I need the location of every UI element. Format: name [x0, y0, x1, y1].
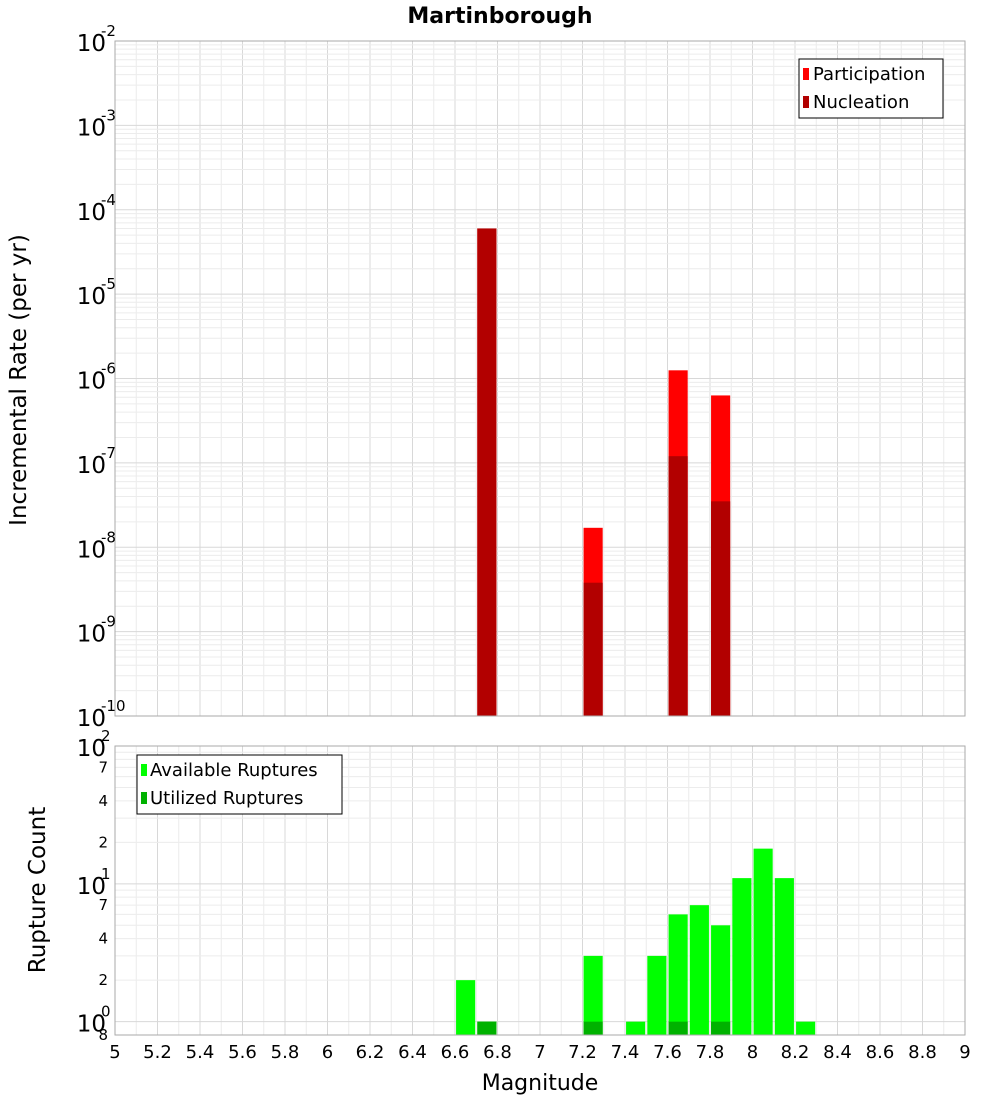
legend-available-label: Available Ruptures — [150, 760, 318, 781]
y-minor-tick-label: 4 — [98, 930, 108, 948]
legend-nucleation-swatch — [803, 96, 809, 108]
y-minor-tick-label: 7 — [98, 758, 108, 776]
count-bar-utilized-ruptures — [477, 1021, 497, 1035]
count-bar-available-ruptures — [689, 905, 709, 1035]
y-minor-tick-label: 2 — [98, 833, 108, 851]
x-tick-label: 8.8 — [908, 1042, 937, 1063]
x-tick-label: 6 — [322, 1042, 333, 1063]
y-tick-label: 10 — [77, 115, 106, 141]
x-tick-label: 6.8 — [483, 1042, 512, 1063]
count-bar-available-ruptures — [647, 955, 667, 1035]
count-bar-available-ruptures — [753, 848, 773, 1035]
y-tick-exponent: -2 — [101, 22, 116, 40]
x-tick-label: 7 — [534, 1042, 545, 1063]
y-tick-label: 10 — [77, 874, 106, 900]
y-tick-exponent: -10 — [101, 697, 126, 715]
x-tick-label: 5.4 — [186, 1042, 215, 1063]
count-bar-available-ruptures — [626, 1021, 646, 1035]
y-tick-exponent: -4 — [101, 191, 116, 209]
count-bar-utilized-ruptures — [711, 1021, 731, 1035]
chart-title: Martinborough — [407, 4, 592, 29]
count-bar-available-ruptures — [583, 955, 603, 1035]
rate-bar-nucleation — [583, 582, 603, 716]
bottom-panel-frame — [114, 745, 966, 1036]
x-axis-ticks: 5 5.2 5.4 5.6 5.8 6 6.2 6.4 6.6 6.8 7 7.2 7.4 7.6 7.8 8… — [109, 1042, 970, 1063]
bottom-panel-bars — [456, 848, 816, 1035]
count-bar-available-ruptures — [668, 914, 688, 1035]
y-tick-exponent: 1 — [101, 865, 111, 883]
y-tick-label: 10 — [77, 706, 106, 732]
x-tick-label: 7.2 — [568, 1042, 597, 1063]
y-tick-label: 10 — [77, 31, 106, 57]
y-tick-exponent: -9 — [101, 613, 116, 631]
x-tick-label: 5.6 — [228, 1042, 257, 1063]
x-tick-label: 8.4 — [823, 1042, 852, 1063]
x-tick-label: 6.4 — [398, 1042, 427, 1063]
count-bar-utilized-ruptures — [668, 1021, 688, 1035]
rate-bar-nucleation — [477, 228, 497, 716]
top-legend: Participation Nucleation — [798, 58, 944, 119]
x-tick-label: 6.6 — [441, 1042, 470, 1063]
y-minor-tick-label: 7 — [98, 896, 108, 914]
y-minor-tick-label: 4 — [98, 792, 108, 810]
y-tick-exponent: -8 — [101, 528, 116, 546]
x-tick-label: 7.6 — [653, 1042, 682, 1063]
top-y-axis-label: Incremental Rate (per yr) — [6, 234, 32, 526]
y-minor-tick-label: 8 — [98, 1026, 108, 1044]
bottom-legend: Available Ruptures Utilized Ruptures — [136, 754, 343, 815]
x-tick-label: 5 — [109, 1042, 120, 1063]
rate-bar-nucleation — [668, 456, 688, 716]
legend-available-swatch — [141, 764, 147, 776]
x-tick-label: 8.2 — [781, 1042, 810, 1063]
y-tick-exponent: -6 — [101, 360, 116, 378]
bottom-legend-box — [136, 754, 343, 815]
y-tick-exponent: -3 — [101, 106, 116, 124]
x-tick-label: 5.2 — [143, 1042, 172, 1063]
x-tick-label: 8 — [747, 1042, 758, 1063]
y-tick-label: 10 — [77, 453, 106, 479]
y-tick-label: 10 — [77, 736, 106, 762]
legend-participation-label: Participation — [813, 64, 925, 85]
top-panel-bars — [477, 228, 731, 716]
top-legend-box — [798, 58, 944, 119]
count-bar-available-ruptures — [732, 878, 752, 1035]
x-axis-label: Magnitude — [482, 1071, 599, 1096]
top-panel-y-ticks: 10-210-310-410-510-610-710-810-910-10 — [77, 22, 126, 732]
legend-participation-swatch — [803, 68, 809, 80]
bottom-panel-grid — [114, 746, 966, 1035]
y-tick-label: 10 — [77, 1012, 106, 1038]
y-tick-exponent: -5 — [101, 275, 116, 293]
y-tick-label: 10 — [77, 537, 106, 563]
y-tick-label: 10 — [77, 622, 106, 648]
legend-nucleation-label: Nucleation — [813, 92, 909, 113]
y-minor-tick-label: 2 — [98, 971, 108, 989]
bottom-y-axis-label: Rupture Count — [25, 807, 51, 973]
count-bar-available-ruptures — [711, 925, 731, 1035]
legend-utilized-label: Utilized Ruptures — [150, 788, 303, 809]
y-tick-exponent: -7 — [101, 444, 116, 462]
rate-bar-nucleation — [711, 501, 731, 716]
x-tick-label: 8.6 — [866, 1042, 895, 1063]
x-tick-label: 7.8 — [696, 1042, 725, 1063]
count-bar-available-ruptures — [774, 878, 794, 1035]
count-bar-utilized-ruptures — [583, 1021, 603, 1035]
y-tick-label: 10 — [77, 369, 106, 395]
x-tick-label: 5.8 — [271, 1042, 300, 1063]
x-tick-label: 7.4 — [611, 1042, 640, 1063]
y-tick-exponent: 0 — [101, 1003, 111, 1021]
count-bar-available-ruptures — [796, 1021, 816, 1035]
y-tick-label: 10 — [77, 200, 106, 226]
y-tick-exponent: 2 — [101, 727, 111, 745]
count-bar-available-ruptures — [456, 980, 476, 1035]
y-tick-label: 10 — [77, 284, 106, 310]
legend-utilized-swatch — [141, 792, 147, 804]
top-panel-frame — [114, 40, 966, 717]
x-tick-label: 6.2 — [356, 1042, 385, 1063]
x-tick-label: 9 — [959, 1042, 970, 1063]
top-panel-grid — [114, 41, 966, 717]
